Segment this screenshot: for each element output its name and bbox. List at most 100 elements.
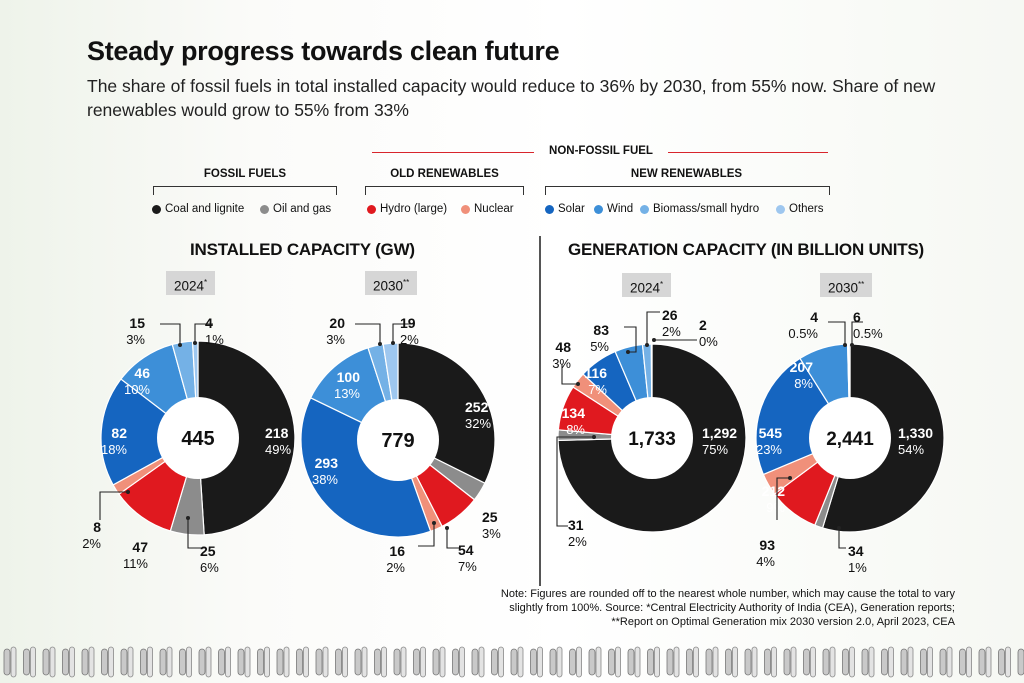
- legend-others: Others: [776, 203, 824, 215]
- legend-nuclear-label: Nuclear: [474, 203, 514, 215]
- data-label-value: 293: [315, 455, 339, 471]
- year-tag-installed-2030: 2030**: [365, 271, 418, 295]
- leader-dot: [378, 342, 382, 346]
- spiral-ring: [861, 646, 875, 678]
- spiral-ring: [159, 646, 173, 678]
- spiral-ring: [608, 646, 621, 678]
- leader-dot: [432, 521, 436, 525]
- spiral-ring: [588, 646, 602, 678]
- spiral-ring: [822, 646, 836, 678]
- spiral-ring: [803, 646, 816, 678]
- data-label-percent: 13%: [334, 386, 360, 401]
- data-label-percent: 3%: [482, 526, 501, 541]
- data-label-percent: 9%: [766, 500, 785, 515]
- data-label-value: 252: [465, 399, 489, 415]
- leader-line: [160, 323, 181, 345]
- wind-swatch: [594, 204, 603, 214]
- spiral-ring: [549, 646, 563, 678]
- data-label-percent: 1%: [205, 332, 224, 347]
- data-label-value: 2: [699, 317, 707, 333]
- spiral-ring: [354, 646, 368, 678]
- legend-solar-label: Solar: [558, 203, 585, 215]
- data-label-value: 116: [584, 365, 607, 381]
- legend-others-label: Others: [789, 203, 824, 215]
- spiral-ring: [23, 646, 36, 678]
- data-label-percent: 38%: [312, 472, 338, 487]
- data-label-value: 207: [790, 359, 814, 375]
- data-label-percent: 2%: [82, 536, 101, 551]
- spiral-ring: [764, 646, 777, 678]
- year-tag-mark: **: [858, 280, 865, 289]
- chart-title: Steady progress towards clean future: [87, 36, 560, 66]
- data-label-percent: 49%: [265, 442, 291, 457]
- data-label-percent: 7%: [458, 559, 477, 574]
- data-label-value: 25: [482, 509, 498, 525]
- spiral-ring: [881, 646, 894, 678]
- data-label-percent: 23%: [756, 442, 782, 457]
- data-label-value: 6: [853, 309, 861, 325]
- data-label-value: 25: [200, 543, 216, 559]
- legend-solar: Solar: [545, 203, 585, 215]
- data-label-percent: 8%: [566, 422, 585, 437]
- data-label-value: 47: [132, 539, 148, 555]
- data-label-value: 26: [662, 307, 678, 323]
- legend-hydro: Hydro (large): [367, 203, 447, 215]
- spiral-ring: [627, 646, 641, 678]
- spiral-ring: [413, 646, 426, 678]
- spiral-ring: [42, 646, 56, 678]
- data-label-value: 16: [389, 543, 405, 559]
- legend-coal-label: Coal and lignite: [165, 203, 245, 215]
- spiral-ring: [900, 646, 914, 678]
- leader-line: [99, 491, 128, 520]
- bracket-fossil: [153, 186, 337, 195]
- section-generation-title: GENERATION CAPACITY (IN BILLION UNITS): [568, 240, 925, 259]
- leader-line: [194, 323, 213, 343]
- legend-oil-gas: Oil and gas: [260, 203, 331, 215]
- spiral-ring: [686, 646, 699, 678]
- data-label-percent: 7%: [588, 382, 607, 397]
- data-label-percent: 75%: [702, 442, 728, 457]
- data-label-percent: 1%: [848, 560, 867, 575]
- year-tag-mark: *: [660, 280, 664, 289]
- data-label-percent: 32%: [465, 416, 491, 431]
- legend-nuclear: Nuclear: [461, 203, 514, 215]
- section-installed-title: INSTALLED CAPACITY (GW): [190, 240, 415, 259]
- section-divider: [539, 236, 541, 586]
- donut-hole: [357, 399, 439, 481]
- others-swatch: [776, 204, 785, 214]
- data-label-percent: 2%: [662, 324, 681, 339]
- year-tag-generation-2030: 2030**: [820, 273, 873, 297]
- spiral-ring: [81, 646, 95, 678]
- spiral-ring: [393, 646, 407, 678]
- data-label-value: 46: [134, 365, 150, 381]
- leader-line: [556, 436, 594, 527]
- slice-coal-and-lignite: [197, 340, 296, 536]
- leader-dot: [626, 350, 630, 354]
- year-tag-mark: **: [403, 278, 410, 287]
- legend-coal: Coal and lignite: [152, 203, 244, 215]
- data-label-value: 83: [593, 322, 609, 338]
- slice-solar: [300, 397, 432, 538]
- legend-wind-label: Wind: [607, 203, 634, 215]
- biomass-swatch: [640, 204, 649, 214]
- year-tag-text: 2030: [828, 280, 859, 296]
- spiral-ring: [237, 646, 251, 678]
- leader-line: [646, 311, 660, 345]
- data-label-percent: 2%: [386, 560, 405, 575]
- data-label-percent: 10%: [124, 382, 150, 397]
- data-label-value: 34: [848, 543, 864, 559]
- data-label-percent: 3%: [126, 332, 145, 347]
- data-label-value: 20: [329, 315, 345, 331]
- leader-dot: [652, 338, 656, 342]
- data-label-percent: 3%: [326, 332, 345, 347]
- leader-dot: [843, 343, 847, 347]
- spiral-ring: [120, 646, 134, 678]
- spiral-ring: [939, 646, 953, 678]
- spiral-ring: [998, 646, 1011, 678]
- spiral-ring: [452, 646, 465, 678]
- data-label-percent: 0%: [699, 334, 718, 349]
- year-tag-text: 2030: [373, 278, 404, 294]
- data-label-percent: 18%: [101, 442, 127, 457]
- donut-total: 445: [181, 428, 214, 450]
- leader-line: [776, 477, 790, 520]
